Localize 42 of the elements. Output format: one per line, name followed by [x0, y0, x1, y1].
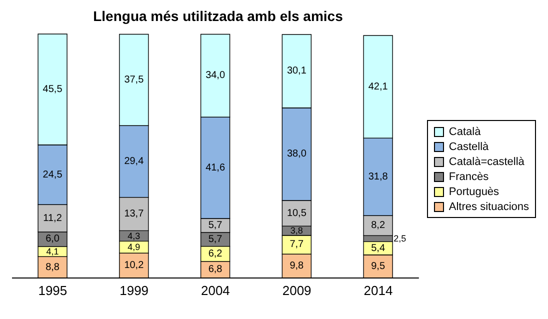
x-tick-label: 2009 [282, 283, 312, 298]
data-label: 8,8 [46, 262, 60, 273]
data-label: 37,5 [124, 74, 144, 86]
data-label: 5,7 [208, 220, 223, 231]
data-label: 10,5 [286, 208, 307, 219]
data-label: 10,2 [124, 260, 144, 272]
data-label: 31,8 [368, 171, 388, 182]
chart-title: Llengua més utilitzada amb els amics [92, 8, 344, 26]
legend-label: Català [448, 126, 481, 138]
x-tick-label: 1995 [38, 283, 68, 298]
data-label: 2,5 [394, 234, 406, 244]
data-label: 7,7 [290, 239, 304, 250]
data-label: 5,7 [208, 234, 223, 245]
data-label: 41,6 [206, 162, 226, 174]
data-label: 24,5 [42, 169, 63, 180]
legend-label: Portuguès [448, 186, 500, 198]
x-tick-label: 2004 [200, 283, 230, 298]
data-label: 6,2 [208, 248, 223, 260]
data-label: 30,1 [286, 66, 307, 77]
data-label: 42,1 [368, 81, 388, 92]
data-label: 29,4 [124, 156, 144, 167]
data-label: 8,2 [371, 220, 386, 232]
data-label: 13,7 [124, 208, 144, 220]
data-label: 4,9 [128, 242, 140, 252]
data-label: 9,5 [371, 260, 386, 272]
legend-label: Francès [448, 170, 489, 182]
legend-label: Català=castellà [448, 156, 524, 168]
x-tick-label: 2014 [364, 283, 393, 298]
legend-label: Castellà [448, 140, 489, 152]
data-label: 38,0 [286, 148, 307, 160]
x-tick-label: 1999 [120, 283, 149, 298]
data-label: 3,8 [290, 226, 303, 236]
data-label: 34,0 [206, 70, 226, 82]
data-label: 4,3 [128, 230, 140, 241]
data-label: 45,5 [42, 84, 63, 95]
data-label: 11,2 [43, 212, 62, 224]
data-label: 5,4 [371, 242, 386, 254]
data-label: 9,8 [290, 260, 304, 272]
data-label: 6,0 [46, 234, 60, 245]
legend-label: Altres situacions [448, 200, 529, 212]
data-label: 6,8 [208, 264, 223, 276]
data-label: 4,1 [46, 246, 59, 257]
